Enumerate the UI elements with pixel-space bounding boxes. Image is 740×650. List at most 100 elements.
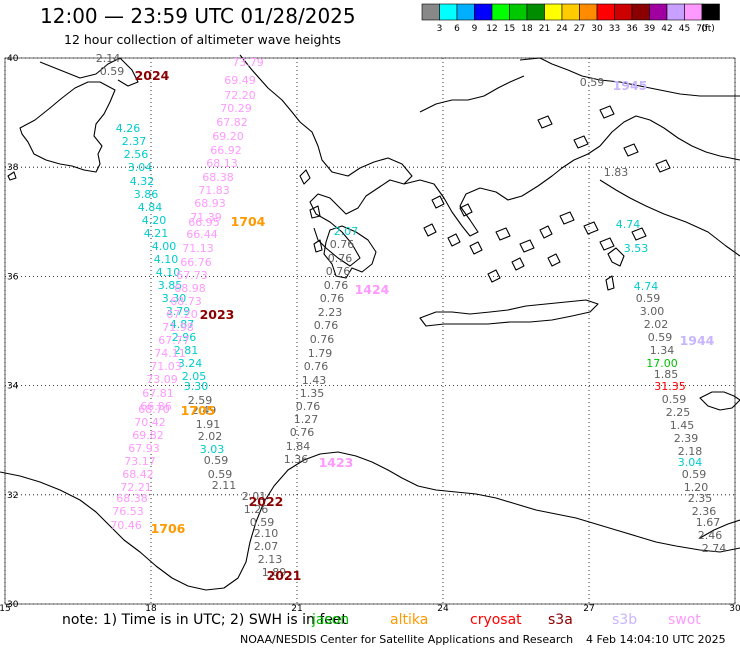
wave-height-value: 0.76 bbox=[296, 400, 321, 413]
pass-number-label: 1704 bbox=[231, 214, 266, 229]
wave-height-value: 2.59 bbox=[188, 394, 213, 407]
wave-height-value: 3.85 bbox=[158, 279, 183, 292]
lat-lon-grid bbox=[4, 57, 736, 605]
colorbar-label: 21 bbox=[539, 24, 550, 34]
wave-height-value: 4.10 bbox=[156, 266, 181, 279]
wave-height-value: 0.59 bbox=[662, 393, 687, 406]
wave-height-value: 4.10 bbox=[154, 253, 179, 266]
colorbar-label: 39 bbox=[644, 24, 656, 34]
wave-height-value: 3.24 bbox=[178, 357, 203, 370]
wave-height-value: 74.11 bbox=[154, 347, 186, 360]
x-tick-label: 24 bbox=[437, 604, 449, 614]
wave-height-value: 1.20 bbox=[684, 481, 709, 494]
satellite-legend-altika: altika bbox=[390, 612, 429, 628]
wave-height-value: 0.59 bbox=[580, 76, 605, 89]
wave-height-value: 2.10 bbox=[254, 527, 279, 540]
wave-height-value: 3.03 bbox=[200, 443, 225, 456]
pass-number-label: 2021 bbox=[267, 568, 302, 583]
wave-height-value: 4.32 bbox=[130, 175, 155, 188]
pass-number-label: 1705 bbox=[181, 403, 216, 418]
colorbar-label: 70 bbox=[696, 24, 708, 34]
wave-height-value: 0.76 bbox=[326, 265, 351, 278]
wave-height-value: 2.11 bbox=[212, 479, 237, 492]
colorbar-label: 15 bbox=[504, 24, 515, 34]
turkey-coast bbox=[519, 57, 740, 97]
wave-height-value: 2.56 bbox=[124, 148, 149, 161]
wave-height-value: 0.59 bbox=[100, 65, 125, 78]
wave-height-value: 69.20 bbox=[212, 130, 244, 143]
wave-height-value: 2.74 bbox=[702, 542, 727, 555]
y-tick-label: 30 bbox=[7, 600, 19, 610]
pass-labels: 2024 1945 1704 2023 1424 1944 1705 1423 2022 1706… bbox=[135, 68, 715, 583]
wave-height-value: 0.76 bbox=[304, 360, 329, 373]
wave-height-value: 1.36 bbox=[284, 453, 309, 466]
turkey-aegean bbox=[599, 115, 740, 161]
italy-coast-north bbox=[39, 57, 139, 87]
wave-height-value: 1.43 bbox=[302, 374, 327, 387]
wave-height-value: 2.37 bbox=[122, 135, 147, 148]
colorbar-label: 27 bbox=[574, 24, 585, 34]
colorbar-label: 18 bbox=[521, 24, 533, 34]
malta-coast bbox=[7, 171, 17, 181]
wave-height-value: 71.83 bbox=[198, 184, 230, 197]
wave-height-value: 2.02 bbox=[644, 318, 669, 331]
wave-height-value: 0.59 bbox=[208, 468, 233, 481]
wave-height-value: 68.98 bbox=[174, 282, 206, 295]
wave-height-value: 0.59 bbox=[682, 468, 707, 481]
wave-height-value: 66.44 bbox=[186, 228, 218, 241]
wave-height-value: 4.26 bbox=[116, 122, 141, 135]
colorbar-unit: (ft) bbox=[701, 24, 715, 34]
x-tick-label: 30 bbox=[729, 604, 740, 614]
wave-height-value: 68.38 bbox=[202, 171, 234, 184]
wave-height-value: 1.79 bbox=[308, 347, 333, 360]
wave-height-value: 1.91 bbox=[196, 418, 221, 431]
libya-coast bbox=[0, 451, 740, 591]
colorbar-label: 36 bbox=[626, 24, 638, 34]
wave-height-value: 67.93 bbox=[128, 442, 160, 455]
altimeter-tracks: 2.140.594.262.372.563.044.323.864.844.20… bbox=[96, 52, 727, 579]
wave-height-value: 0.76 bbox=[328, 252, 353, 265]
wave-height-value: 66.92 bbox=[210, 144, 242, 157]
satellite-legend-cryosat: cryosat bbox=[470, 612, 522, 628]
wave-height-value: 68.93 bbox=[194, 197, 226, 210]
wave-height-value: 1.67 bbox=[696, 516, 721, 529]
wave-height-value: 69.82 bbox=[132, 429, 164, 442]
pass-number-label: 1706 bbox=[151, 521, 186, 536]
pass-number-label: 2022 bbox=[249, 494, 284, 509]
satellite-legend-s3b: s3b bbox=[612, 612, 638, 628]
satellite-legend-jason: jason bbox=[312, 612, 350, 628]
wave-height-value: 3.86 bbox=[134, 188, 159, 201]
wave-height-value: 17.00 bbox=[646, 357, 678, 370]
wave-height-value: 76.53 bbox=[112, 505, 144, 518]
y-tick-label: 36 bbox=[7, 272, 19, 282]
wave-height-value: 2.39 bbox=[674, 432, 699, 445]
y-tick-label: 32 bbox=[7, 491, 18, 501]
x-tick-label: 27 bbox=[583, 604, 594, 614]
wave-height-value: 0.76 bbox=[290, 426, 315, 439]
crete-coast bbox=[419, 299, 599, 327]
satellite-legend-swot: swot bbox=[668, 612, 701, 628]
cyprus-coast bbox=[699, 391, 740, 411]
wave-height-value: 71.13 bbox=[182, 242, 214, 255]
note-text: note: 1) Time is in UTC; 2) SWH is in fe… bbox=[62, 612, 348, 628]
wave-height-value: 1.26 bbox=[244, 503, 269, 516]
colorbar-label: 24 bbox=[556, 24, 568, 34]
footnote: note: 1) Time is in UTC; 2) SWH is in fe… bbox=[62, 612, 347, 628]
wave-height-value: 2.02 bbox=[198, 430, 223, 443]
wave-height-value: 2.18 bbox=[678, 445, 703, 458]
x-tick-label: 15 bbox=[0, 604, 11, 614]
wave-height-value: 2.49 bbox=[192, 404, 217, 417]
wave-height-value: 1.84 bbox=[286, 440, 311, 453]
wave-height-value: 68.13 bbox=[206, 157, 238, 170]
pass-number-label: 1424 bbox=[355, 282, 390, 297]
wave-height-value: 69.49 bbox=[224, 74, 256, 87]
wave-height-value: 72.20 bbox=[224, 89, 256, 102]
wave-height-value: 4.74 bbox=[634, 280, 659, 293]
wave-height-value: 67.73 bbox=[176, 269, 208, 282]
wave-height-value: 4.84 bbox=[138, 201, 163, 214]
karpathos-coast bbox=[605, 275, 615, 291]
balkans-coast bbox=[239, 54, 413, 267]
wave-height-value: 1.83 bbox=[604, 166, 629, 179]
wave-height-value: 4.00 bbox=[152, 240, 177, 253]
wave-height-value: 70.29 bbox=[220, 102, 252, 115]
